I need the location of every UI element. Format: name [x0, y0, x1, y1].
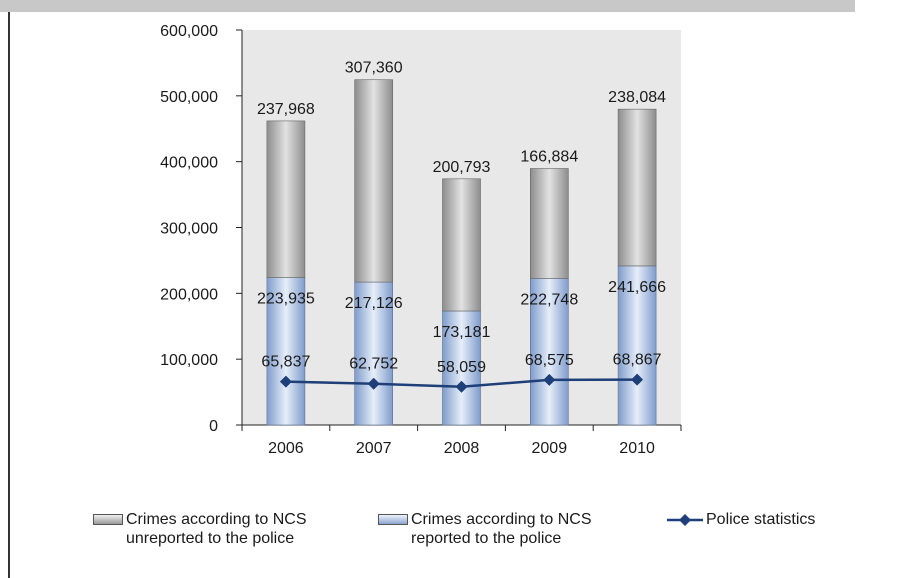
data-label-police: 68,575	[525, 352, 574, 369]
bar-reported	[617, 265, 657, 426]
x-tick-label: 2010	[619, 440, 655, 457]
police-point-marker	[631, 373, 644, 386]
bar-unreported	[442, 178, 481, 312]
y-tick-label: 300,000	[160, 221, 218, 238]
legend-line-marker-icon	[667, 514, 703, 526]
data-label-reported: 223,935	[257, 291, 315, 308]
data-label-unreported: 307,360	[345, 60, 403, 77]
y-tick-label: 0	[209, 418, 218, 435]
bar-unreported	[354, 79, 394, 283]
header-bar	[0, 0, 855, 12]
legend-label-reported-line1: Crimes according to NCS	[411, 511, 592, 528]
x-tick-label: 2006	[268, 440, 304, 457]
y-tick-label: 100,000	[160, 352, 218, 369]
x-tick-label: 2008	[444, 440, 480, 457]
y-tick-label: 200,000	[160, 286, 218, 303]
stacked-bar-chart: 0 100,000 200,000 300,000 400,000 500,000 600,…	[160, 23, 682, 457]
bar-reported	[529, 278, 569, 426]
bar-unreported	[529, 168, 569, 279]
data-label-reported: 222,748	[520, 291, 578, 308]
x-tick-label: 2009	[532, 440, 568, 457]
data-label-unreported: 166,884	[520, 148, 578, 165]
data-label-reported: 241,666	[608, 279, 666, 296]
police-point-marker	[279, 375, 292, 388]
police-point-marker	[455, 380, 468, 393]
data-label-reported: 173,181	[433, 324, 491, 341]
data-label-police: 68,867	[613, 352, 662, 369]
police-point-marker	[543, 373, 556, 386]
bar-unreported	[266, 120, 306, 278]
data-label-unreported: 200,793	[433, 159, 491, 176]
data-label-reported: 217,126	[345, 295, 403, 312]
police-point-marker	[367, 377, 380, 390]
data-label-police: 65,837	[261, 354, 310, 371]
y-tick-label: 500,000	[160, 89, 218, 106]
legend-label-police: Police statistics	[706, 511, 816, 528]
y-tick-label: 600,000	[160, 23, 218, 40]
bar-reported	[266, 277, 306, 426]
data-label-unreported: 237,968	[257, 101, 315, 118]
legend-label-unreported-line2: unreported to the police	[126, 530, 295, 547]
left-border-rule	[8, 12, 10, 578]
bar-reported	[354, 281, 394, 426]
data-label-unreported: 238,084	[608, 89, 666, 106]
data-label-police: 58,059	[437, 359, 486, 376]
legend-label-reported-line2: reported to the police	[411, 530, 562, 547]
legend-swatch-unreported	[93, 514, 123, 525]
y-tick-label: 400,000	[160, 155, 218, 172]
bar-unreported	[617, 108, 657, 267]
legend-swatch-reported	[378, 514, 408, 525]
data-label-police: 62,752	[349, 356, 398, 373]
x-tick-label: 2007	[356, 440, 392, 457]
bar-reported	[442, 310, 481, 426]
legend-label-unreported-line1: Crimes according to NCS	[126, 511, 307, 528]
